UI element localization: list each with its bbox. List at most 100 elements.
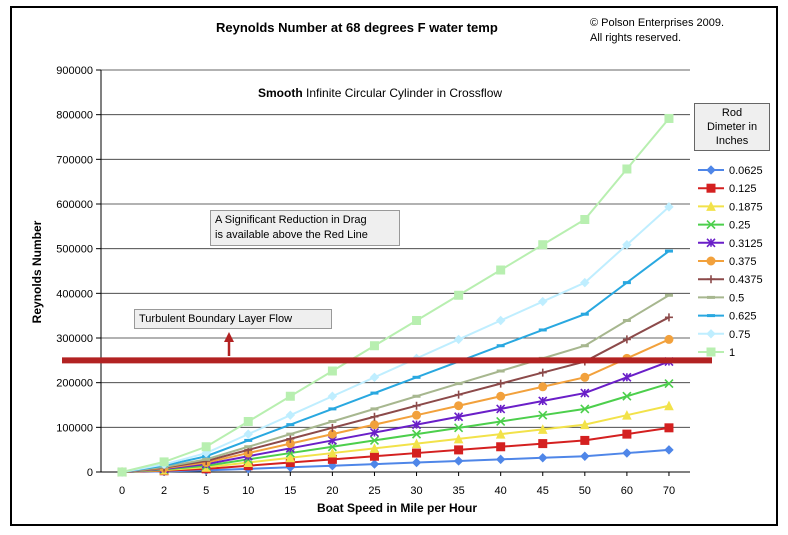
subtitle-bold: Smooth: [258, 86, 303, 100]
chart-title: Reynolds Number at 68 degrees F water te…: [216, 20, 498, 35]
data-point: [159, 457, 169, 467]
y-tick-label: 100000: [56, 422, 93, 434]
data-point: [538, 296, 548, 307]
legend-label: 1: [729, 347, 735, 359]
series-line: [121, 316, 670, 473]
drag-note-line-2: is available above the Red Line: [215, 229, 368, 241]
data-point: [664, 423, 674, 433]
x-tick-label: 35: [452, 485, 464, 497]
data-point: [411, 429, 422, 439]
legend-label: 0.25: [729, 220, 750, 232]
data-point: [706, 201, 716, 211]
legend-title-line-1: Rod: [721, 107, 743, 119]
data-point: [369, 451, 379, 461]
copyright-notice: © Polson Enterprises 2009. All rights re…: [590, 16, 724, 46]
x-tick-label: 30: [410, 485, 422, 497]
data-point: [706, 238, 716, 248]
data-point: [538, 240, 548, 250]
data-point: [538, 368, 547, 377]
data-point: [495, 315, 506, 326]
data-point: [454, 290, 464, 300]
series-0.1875: [117, 400, 674, 477]
x-tick-label: 50: [579, 485, 591, 497]
data-point: [580, 344, 589, 348]
data-point: [538, 410, 548, 420]
data-point: [286, 423, 295, 427]
data-point: [664, 334, 674, 344]
legend-title-line-3: Inches: [715, 135, 749, 147]
legend-label: 0.0625: [729, 165, 763, 177]
data-point: [580, 419, 590, 430]
x-tick-label: 60: [621, 485, 633, 497]
data-point: [622, 240, 632, 250]
data-point: [201, 442, 211, 452]
series-line: [121, 404, 670, 473]
data-point: [369, 427, 380, 438]
data-point: [412, 410, 422, 420]
data-point: [369, 420, 379, 430]
x-axis-label: Boat Speed in Mile per Hour: [317, 501, 477, 515]
data-point: [117, 467, 127, 477]
data-point: [370, 407, 379, 411]
series-line: [122, 448, 670, 473]
data-point: [496, 344, 505, 348]
data-point: [496, 379, 505, 388]
data-point: [580, 451, 590, 461]
data-point: [328, 423, 337, 432]
series-line: [121, 294, 670, 473]
legend-label: 0.3125: [729, 238, 763, 250]
drag-note-line-1: A Significant Reduction in Drag: [215, 214, 367, 226]
data-point: [327, 391, 338, 401]
legend-item-0.4375: 0.4375: [698, 274, 763, 286]
data-point: [243, 429, 253, 439]
data-point: [580, 372, 590, 382]
series-line: [121, 338, 670, 473]
y-tick-label: 900000: [56, 65, 93, 77]
legend-label: 0.125: [729, 183, 757, 195]
data-point: [453, 456, 464, 466]
data-point: [538, 382, 548, 392]
data-point: [580, 214, 590, 224]
data-point: [496, 442, 506, 452]
x-axis: 0 2 5 10 15 20 25 30 35 40 45 50 60 70: [101, 471, 690, 497]
data-point: [369, 443, 380, 453]
series-0.75: [117, 202, 674, 477]
legend-item-0.25: 0.25: [698, 220, 750, 232]
x-tick-label: 25: [368, 485, 380, 497]
data-point: [538, 328, 547, 332]
data-point: [411, 457, 422, 468]
legend: 0.0625 0.125 0.1875 0.25 0.3125 0.375 0.4375 0.…: [698, 165, 763, 359]
data-point: [664, 445, 674, 455]
x-tick-label: 10: [242, 485, 254, 497]
data-point: [707, 275, 715, 284]
data-point: [454, 412, 464, 422]
data-point: [580, 388, 590, 398]
x-tick-label: 70: [663, 485, 675, 497]
data-point: [706, 256, 716, 266]
legend-item-0.625: 0.625: [698, 311, 757, 323]
data-point: [454, 382, 463, 386]
data-point: [454, 401, 464, 411]
data-point: [706, 165, 716, 175]
data-point: [664, 400, 674, 411]
data-point: [664, 379, 674, 389]
x-tick-label: 45: [537, 485, 549, 497]
data-point: [243, 457, 254, 468]
data-point: [369, 341, 379, 351]
legend-title-line-2: Dimeter in: [706, 121, 758, 133]
legend-label: 0.75: [729, 329, 750, 341]
data-point: [285, 391, 295, 401]
legend-label: 0.4375: [729, 274, 763, 286]
y-axis-label: Reynolds Number: [30, 220, 44, 323]
series-line: [121, 250, 670, 473]
data-point: [622, 281, 631, 285]
copyright-line-1: © Polson Enterprises 2009.: [590, 17, 725, 29]
x-tick-label: 5: [203, 485, 209, 497]
data-point: [538, 396, 548, 406]
series-line: [121, 206, 670, 473]
x-tick-label: 15: [284, 485, 296, 497]
data-point: [327, 366, 337, 376]
x-tick-label: 40: [495, 485, 507, 497]
y-tick-label: 800000: [56, 110, 93, 122]
